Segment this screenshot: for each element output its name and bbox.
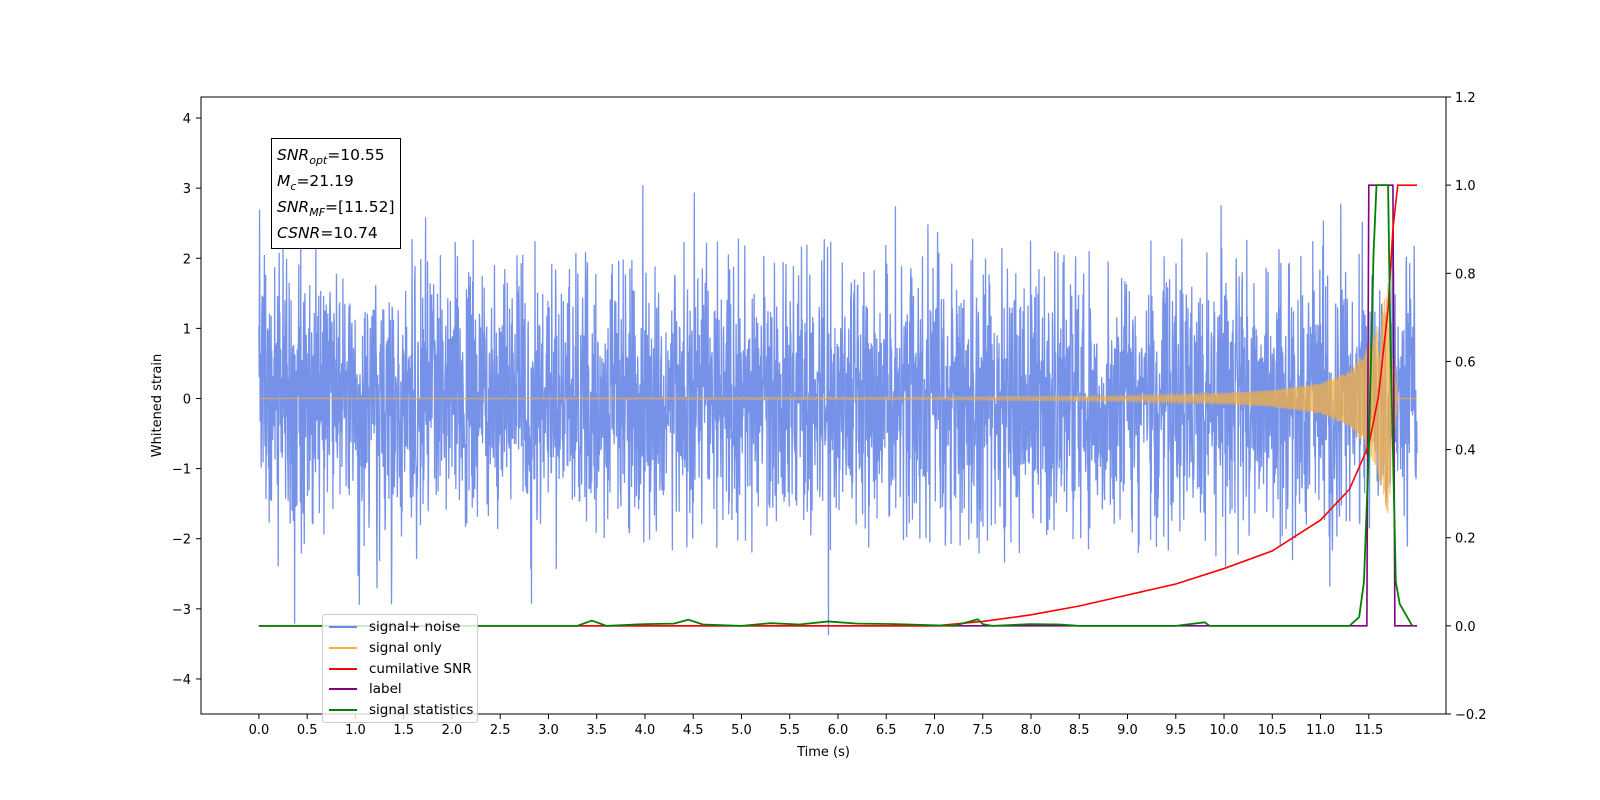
plot-series-group: [258, 184, 1418, 636]
y-tick-label: −4: [172, 673, 191, 688]
y2-tick-label: 0.2: [1455, 532, 1476, 547]
x-tick-label: 1.0: [345, 723, 366, 738]
y-tick-label: −3: [172, 603, 191, 618]
x-tick-label: 4.0: [635, 723, 656, 738]
x-tick-label: 5.5: [779, 723, 800, 738]
y2-tick-label: 0.0: [1455, 620, 1476, 635]
series-signal-noise: [258, 185, 1418, 636]
x-tick-label: 6.0: [828, 723, 849, 738]
x-tick-label: 0.0: [249, 723, 270, 738]
legend-swatch: [329, 647, 357, 650]
x-tick-label: 5.0: [731, 723, 752, 738]
y-axis-label: Whitened strain: [150, 354, 165, 457]
y-tick-label: −2: [172, 533, 191, 548]
y2-tick-label: −0.2: [1455, 708, 1487, 723]
x-tick-label: 6.5: [876, 723, 897, 738]
axes-frame: [200, 96, 1447, 715]
y2-tick-label: 0.8: [1455, 267, 1476, 282]
legend-item-cumulative-snr: cumilative SNR: [323, 658, 477, 679]
x-tick-label: 11.0: [1306, 723, 1335, 738]
y-tick-label: 1: [183, 322, 191, 337]
legend-item-signal-only: signal only: [323, 638, 477, 659]
x-tick-label: 10.0: [1210, 723, 1239, 738]
series-signal-statistics: [258, 184, 1414, 627]
x-tick-label: 1.5: [393, 723, 414, 738]
y-tick-label: 3: [183, 182, 191, 197]
y2-tick-label: 1.2: [1455, 91, 1476, 106]
legend-label: cumilative SNR: [369, 660, 472, 677]
axes: 0.0 0.5 1.0 1.5 2.0 2.5 3.0 3.5 4.0 4.5 5.0 5.5 6.0 6…: [150, 91, 1487, 760]
stats-annotation-box: SNRopt=10.55 Mc=21.19 SNRMF=[11.52] CSNR…: [271, 138, 401, 250]
x-tick-label: 9.5: [1165, 723, 1186, 738]
x-tick-label: 2.0: [442, 723, 463, 738]
legend-swatch: [329, 626, 357, 629]
x-tick-label: 3.0: [538, 723, 559, 738]
y-tick-label: −1: [172, 463, 191, 478]
legend-swatch: [329, 667, 357, 670]
legend-label: signal+ noise: [369, 619, 461, 636]
x-tick-label: 2.5: [490, 723, 511, 738]
y2-tick-label: 1.0: [1455, 179, 1476, 194]
x-axis-label: Time (s): [796, 745, 850, 760]
legend-label: label: [369, 681, 402, 698]
stats-line-csnr: CSNR=10.74: [277, 224, 378, 243]
legend-swatch: [329, 709, 357, 712]
legend: signal+ noise signal only cumilative SNR…: [322, 614, 478, 724]
legend-item-signal-noise: signal+ noise: [323, 617, 477, 638]
x-tick-label: 3.5: [586, 723, 607, 738]
y-tick-label: 4: [183, 112, 191, 127]
legend-item-label: label: [323, 679, 477, 700]
x-tick-label: 7.5: [972, 723, 993, 738]
y2-tick-label: 0.6: [1455, 355, 1476, 370]
x-tick-label: 9.0: [1117, 723, 1138, 738]
x-tick-label: 0.5: [297, 723, 318, 738]
series-signal-only: [258, 282, 1418, 514]
y-tick-label: 0: [183, 392, 191, 407]
x-tick-label: 7.0: [924, 723, 945, 738]
plot-area: [258, 184, 1418, 636]
stats-line-chirp-mass: Mc=21.19: [277, 172, 354, 194]
stats-line-snr-mf: SNRMF=[11.52]: [277, 198, 395, 220]
stats-line-snr-opt: SNRopt=10.55: [277, 146, 385, 168]
x-tick-label: 10.5: [1258, 723, 1287, 738]
x-tick-label: 4.5: [683, 723, 704, 738]
x-tick-label: 8.0: [1021, 723, 1042, 738]
y-tick-label: 2: [183, 252, 191, 267]
y2-tick-label: 0.4: [1455, 444, 1476, 459]
legend-swatch: [329, 688, 357, 691]
legend-label: signal statistics: [369, 702, 474, 719]
x-tick-label: 8.5: [1069, 723, 1090, 738]
legend-label: signal only: [369, 640, 442, 657]
x-tick-label: 11.5: [1354, 723, 1383, 738]
legend-item-signal-statistics: signal statistics: [323, 700, 477, 721]
